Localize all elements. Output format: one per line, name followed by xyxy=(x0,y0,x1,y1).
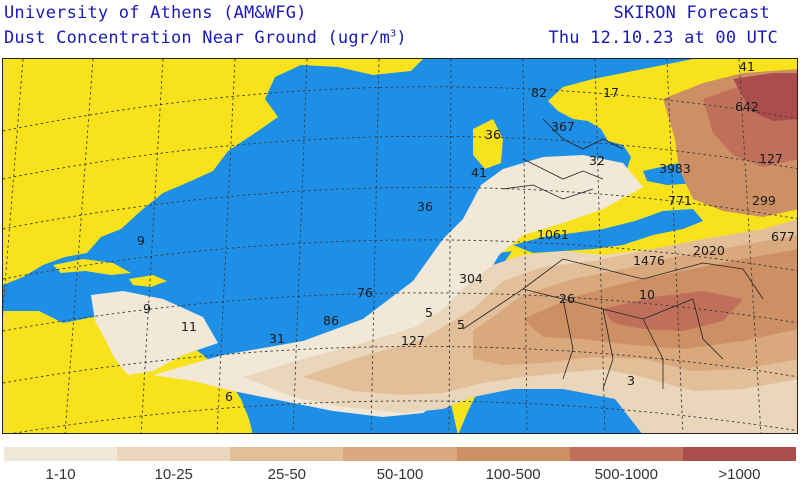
map-value: 86 xyxy=(323,313,339,328)
map-value: 677 xyxy=(771,229,795,244)
map-value: 367 xyxy=(551,119,575,134)
map-value: 1061 xyxy=(537,227,569,242)
institution-title: University of Athens (AM&WFG) xyxy=(4,3,307,23)
map-value: 3983 xyxy=(659,161,691,176)
legend-swatch xyxy=(456,447,570,461)
product-title-suffix: ) xyxy=(396,28,407,48)
legend-swatch xyxy=(4,447,118,461)
graticule xyxy=(3,59,797,433)
product-title-prefix: Dust Concentration Near Ground (ugr/m xyxy=(4,28,391,48)
map-value: 41 xyxy=(471,165,487,180)
map-values: 41 642 127 3983 771 299 677 1061 1476 20… xyxy=(137,59,795,404)
map-value: 299 xyxy=(752,193,776,208)
legend-swatch xyxy=(343,447,457,461)
legend-label: 100-500 xyxy=(485,466,541,483)
legend-swatch xyxy=(230,447,344,461)
valid-time: Thu 12.10.23 at 00 UTC xyxy=(548,28,778,48)
map-value: 9 xyxy=(137,233,145,248)
map-value: 2020 xyxy=(693,243,725,258)
map-value: 11 xyxy=(181,319,197,334)
legend-label: 25-50 xyxy=(267,466,307,483)
map-value: 127 xyxy=(759,151,783,166)
dust-map-canvas: 41 642 127 3983 771 299 677 1061 1476 20… xyxy=(3,59,797,433)
map-value: 771 xyxy=(668,193,692,208)
legend-label: 1-10 xyxy=(45,466,76,483)
map-value: 1476 xyxy=(633,253,665,268)
cuba-land xyxy=(53,259,131,275)
country-borders xyxy=(462,118,764,390)
color-legend xyxy=(4,447,796,461)
map-value: 82 xyxy=(531,85,547,100)
map-value: 17 xyxy=(603,85,619,100)
dust-plume-level6b xyxy=(603,291,743,331)
dust-plume-level1b xyxy=(153,155,643,417)
legend-label: >1000 xyxy=(718,466,761,483)
map-value: 32 xyxy=(589,153,605,168)
legend-swatch xyxy=(682,447,796,461)
legend-label: 50-100 xyxy=(376,466,424,483)
hispaniola-land xyxy=(129,275,167,287)
mediterranean-sea xyxy=(513,209,703,253)
map-value: 10 xyxy=(639,287,655,302)
legend-labels: 1-10 10-25 25-50 50-100 100-500 500-1000… xyxy=(4,466,796,483)
legend-label: 10-25 xyxy=(154,466,193,483)
legend-swatch xyxy=(569,447,683,461)
map-value: 31 xyxy=(269,331,285,346)
dust-plume-level7 xyxy=(733,73,797,121)
map-value: 304 xyxy=(459,271,483,286)
forecast-name: SKIRON Forecast xyxy=(613,3,770,23)
map-value: 5 xyxy=(425,305,433,320)
map-value: 127 xyxy=(401,333,425,348)
map-value: 26 xyxy=(559,291,575,306)
map-value: 41 xyxy=(739,59,755,74)
map-value: 642 xyxy=(735,99,759,114)
product-title-exponent: 3 xyxy=(390,28,397,40)
legend-label: 500-1000 xyxy=(594,466,658,483)
product-title: Dust Concentration Near Ground (ugr/m3) xyxy=(4,28,407,48)
map-value: 9 xyxy=(143,301,151,316)
north-america-land xyxy=(3,59,423,285)
dust-plume-level1 xyxy=(91,291,218,375)
map-value: 3 xyxy=(627,373,635,388)
map-value: 76 xyxy=(357,285,373,300)
legend-swatch xyxy=(117,447,231,461)
map-value: 36 xyxy=(485,127,501,142)
map-value: 36 xyxy=(417,199,433,214)
map-value: 6 xyxy=(225,389,233,404)
dust-map: 41 642 127 3983 771 299 677 1061 1476 20… xyxy=(2,58,798,434)
map-value: 5 xyxy=(457,317,465,332)
british-isles-land xyxy=(473,119,503,169)
